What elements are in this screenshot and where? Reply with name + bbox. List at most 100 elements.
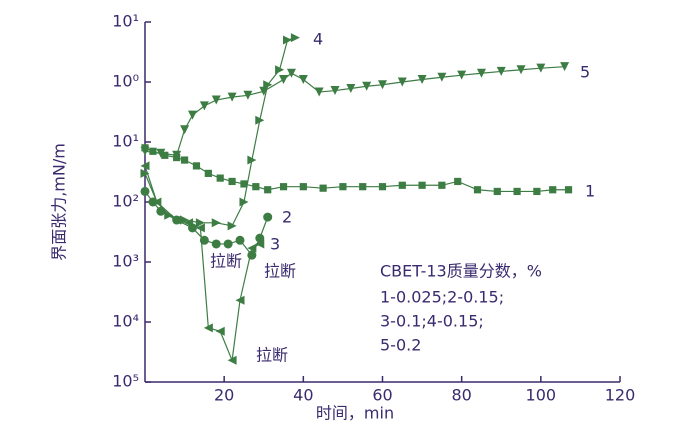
annotation: 拉断 bbox=[210, 252, 242, 271]
marker bbox=[473, 186, 482, 194]
marker bbox=[279, 183, 288, 191]
series-line bbox=[144, 147, 569, 193]
marker bbox=[493, 187, 501, 196]
x-tick-label: 100 bbox=[526, 386, 557, 405]
marker bbox=[536, 63, 546, 73]
marker bbox=[140, 186, 150, 196]
y-tick-label: 10⁰ bbox=[112, 72, 139, 91]
marker bbox=[164, 210, 174, 220]
marker bbox=[195, 223, 205, 233]
marker bbox=[243, 90, 253, 100]
y-tick-label: 10¹ bbox=[112, 12, 139, 31]
marker bbox=[359, 183, 367, 191]
marker bbox=[211, 218, 221, 228]
marker bbox=[140, 168, 150, 178]
marker bbox=[255, 239, 265, 249]
marker bbox=[211, 239, 221, 249]
marker bbox=[255, 233, 265, 243]
marker bbox=[227, 92, 237, 102]
marker bbox=[228, 177, 236, 186]
marker bbox=[235, 295, 245, 305]
marker bbox=[203, 323, 213, 333]
marker bbox=[330, 86, 340, 96]
marker bbox=[161, 151, 169, 159]
marker bbox=[247, 250, 257, 260]
marker bbox=[247, 155, 257, 165]
marker bbox=[286, 68, 296, 78]
marker bbox=[152, 197, 162, 207]
marker bbox=[417, 75, 427, 85]
marker bbox=[438, 181, 446, 189]
marker bbox=[149, 147, 157, 155]
series-label: 5 bbox=[580, 63, 590, 82]
marker bbox=[454, 177, 462, 186]
marker bbox=[195, 218, 205, 228]
marker bbox=[564, 186, 573, 194]
legend-text: CBET-13质量分数，% bbox=[380, 262, 542, 281]
marker bbox=[156, 148, 166, 158]
marker bbox=[211, 95, 221, 105]
legend-text: 3-0.1;4-0.15; bbox=[380, 312, 484, 331]
marker bbox=[140, 161, 150, 171]
marker bbox=[378, 183, 387, 191]
marker bbox=[199, 101, 209, 111]
marker bbox=[346, 83, 356, 93]
annotation: 拉断 bbox=[256, 346, 288, 365]
marker bbox=[275, 65, 285, 75]
marker bbox=[180, 156, 189, 164]
marker bbox=[263, 212, 273, 222]
marker bbox=[188, 110, 197, 120]
marker bbox=[319, 184, 327, 192]
marker bbox=[378, 80, 387, 90]
series-label: 2 bbox=[282, 208, 292, 227]
marker bbox=[255, 115, 265, 125]
marker bbox=[397, 77, 407, 87]
marker bbox=[314, 87, 324, 97]
marker bbox=[240, 180, 248, 188]
marker bbox=[398, 181, 406, 189]
series-line bbox=[144, 37, 296, 227]
y-tick-label: 10³ bbox=[112, 252, 139, 271]
marker bbox=[533, 187, 541, 196]
series-line bbox=[144, 165, 261, 363]
marker bbox=[496, 66, 506, 76]
marker bbox=[204, 169, 212, 177]
series-line bbox=[144, 66, 565, 156]
marker bbox=[140, 146, 150, 156]
marker bbox=[172, 150, 182, 160]
marker bbox=[418, 181, 426, 189]
series-label: 1 bbox=[585, 182, 595, 201]
marker bbox=[299, 183, 307, 191]
marker bbox=[339, 183, 347, 191]
marker bbox=[192, 162, 201, 170]
marker bbox=[252, 183, 260, 191]
marker bbox=[264, 186, 272, 194]
marker bbox=[298, 75, 308, 85]
marker bbox=[457, 70, 467, 80]
marker bbox=[513, 187, 521, 196]
marker bbox=[180, 125, 190, 135]
annotation: 拉断 bbox=[264, 262, 296, 281]
y-tick-label: 10⁵ bbox=[112, 372, 139, 391]
marker bbox=[227, 355, 237, 365]
marker bbox=[476, 68, 486, 78]
x-axis-label: 时间，min bbox=[316, 404, 394, 423]
marker bbox=[549, 186, 557, 194]
marker bbox=[560, 62, 570, 72]
marker bbox=[290, 33, 300, 43]
series-label: 3 bbox=[270, 235, 280, 254]
marker bbox=[283, 35, 292, 45]
legend-text: 5-0.2 bbox=[380, 336, 421, 355]
y-tick-label: 10² bbox=[112, 192, 139, 211]
legend-text: 1-0.025;2-0.15; bbox=[380, 288, 504, 307]
series-label: 4 bbox=[313, 30, 323, 49]
marker bbox=[437, 72, 447, 82]
marker bbox=[227, 221, 237, 231]
x-tick-label: 40 bbox=[293, 386, 313, 405]
marker bbox=[223, 239, 233, 249]
y-axis-label: 界面张力,mN/m bbox=[50, 143, 69, 261]
marker bbox=[235, 235, 245, 245]
marker bbox=[239, 197, 249, 207]
y-tick-label: 10⁴ bbox=[112, 312, 139, 331]
